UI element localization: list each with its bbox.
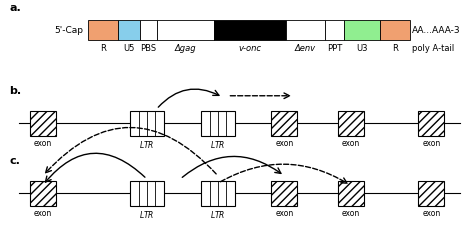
Text: exon: exon — [34, 139, 52, 148]
Bar — [418, 111, 444, 136]
Text: $\it{LTR}$: $\it{LTR}$ — [210, 139, 226, 150]
Bar — [325, 20, 344, 40]
Text: $\it{LTR}$: $\it{LTR}$ — [139, 139, 155, 150]
Bar — [344, 20, 380, 40]
Text: exon: exon — [34, 209, 52, 218]
Text: R: R — [392, 44, 398, 53]
Text: PPT: PPT — [327, 44, 342, 53]
Bar — [214, 20, 286, 40]
Bar — [29, 181, 55, 206]
Text: U5: U5 — [123, 44, 135, 53]
Text: $\it{LTR}$: $\it{LTR}$ — [139, 209, 155, 220]
Text: $\it{LTR}$: $\it{LTR}$ — [210, 209, 226, 220]
Bar — [337, 111, 364, 136]
Text: exon: exon — [422, 209, 440, 218]
Bar — [118, 20, 140, 40]
Bar — [130, 181, 164, 206]
Bar — [380, 20, 410, 40]
Text: AA...AAA-3: AA...AAA-3 — [412, 26, 461, 35]
Text: R: R — [100, 44, 106, 53]
Text: c.: c. — [9, 156, 20, 166]
Bar — [271, 181, 298, 206]
Text: exon: exon — [422, 139, 440, 148]
Bar — [201, 111, 235, 136]
Text: exon: exon — [342, 209, 360, 218]
Text: v-onc: v-onc — [239, 44, 262, 53]
Text: exon: exon — [275, 209, 293, 218]
Bar — [418, 181, 444, 206]
Bar — [201, 181, 235, 206]
Text: U3: U3 — [356, 44, 367, 53]
Text: b.: b. — [9, 86, 22, 96]
Bar — [130, 111, 164, 136]
Text: 5'-Cap: 5'-Cap — [54, 26, 83, 35]
Bar — [156, 20, 214, 40]
Text: poly A-tail: poly A-tail — [412, 44, 455, 53]
Text: a.: a. — [9, 3, 21, 13]
Text: exon: exon — [342, 139, 360, 148]
Bar — [29, 111, 55, 136]
Text: Δenv: Δenv — [295, 44, 316, 53]
Bar — [271, 111, 298, 136]
Bar — [88, 20, 118, 40]
Text: PBS: PBS — [140, 44, 156, 53]
Bar — [286, 20, 325, 40]
Text: Δgag: Δgag — [175, 44, 196, 53]
Bar — [140, 20, 156, 40]
Bar — [337, 181, 364, 206]
Text: exon: exon — [275, 139, 293, 148]
